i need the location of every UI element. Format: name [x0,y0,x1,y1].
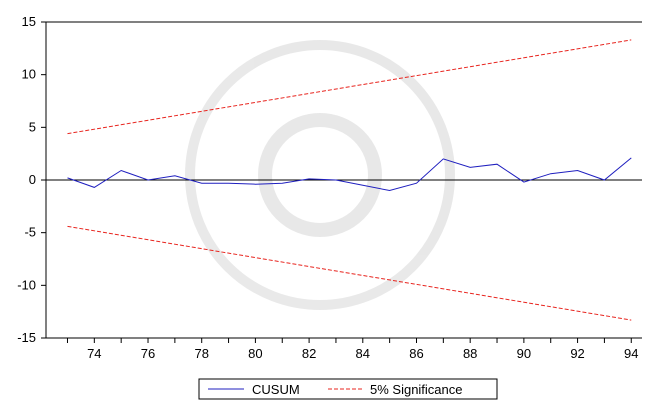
x-tick-label: 92 [570,346,584,361]
x-tick-label: 82 [302,346,316,361]
significance-upper-line [67,39,632,135]
y-axis-ticks: 15 10 5 0 -5 -10 -15 [17,14,46,345]
legend: CUSUM 5% Significance [198,378,498,400]
cusum-series-line [67,157,632,192]
y-tick-label: -10 [17,277,36,292]
x-tick-label: 84 [356,346,370,361]
x-tick-label: 94 [624,346,638,361]
x-tick-label: 74 [87,346,101,361]
x-axis-ticks: 74 76 78 80 82 84 86 88 90 92 94 [66,338,638,361]
legend-cusum-label: CUSUM [252,382,300,397]
x-tick-label: 88 [463,346,477,361]
x-tick-label: 90 [517,346,531,361]
y-tick-label: 10 [22,67,36,82]
x-tick-label: 80 [248,346,262,361]
y-tick-label: 5 [29,119,36,134]
legend-significance-label: 5% Significance [370,382,463,397]
y-tick-label: 15 [22,14,36,29]
significance-lower-line [67,225,632,321]
x-tick-label: 78 [194,346,208,361]
watermark-ring-outer [185,40,455,310]
watermark-ring-inner [258,113,382,237]
watermark [185,40,455,310]
y-tick-label: 0 [29,172,36,187]
x-tick-label: 86 [409,346,423,361]
y-tick-label: -5 [24,225,36,240]
x-tick-label: 76 [141,346,155,361]
y-tick-label: -15 [17,330,36,345]
